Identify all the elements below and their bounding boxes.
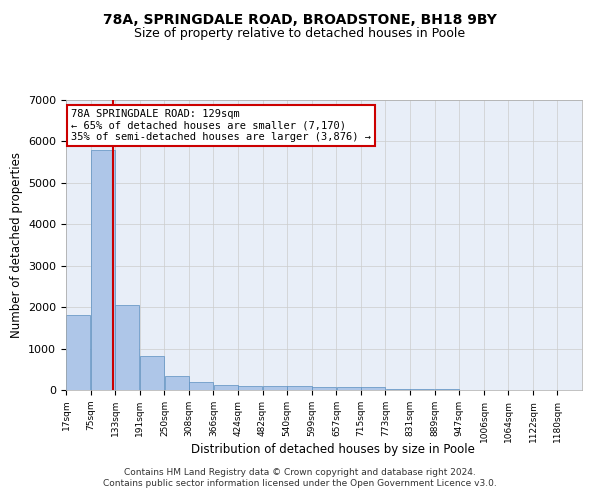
Text: 78A, SPRINGDALE ROAD, BROADSTONE, BH18 9BY: 78A, SPRINGDALE ROAD, BROADSTONE, BH18 9… bbox=[103, 12, 497, 26]
Bar bbox=[361, 388, 385, 390]
Bar bbox=[337, 387, 361, 390]
Y-axis label: Number of detached properties: Number of detached properties bbox=[10, 152, 23, 338]
Text: Size of property relative to detached houses in Poole: Size of property relative to detached ho… bbox=[134, 28, 466, 40]
Text: Distribution of detached houses by size in Poole: Distribution of detached houses by size … bbox=[191, 442, 475, 456]
Bar bbox=[312, 386, 337, 390]
Bar bbox=[164, 376, 189, 390]
Bar bbox=[115, 305, 139, 390]
Bar bbox=[263, 386, 287, 390]
Text: Contains HM Land Registry data © Crown copyright and database right 2024.
Contai: Contains HM Land Registry data © Crown c… bbox=[103, 468, 497, 487]
Bar bbox=[91, 150, 115, 390]
Bar bbox=[287, 386, 312, 390]
Bar bbox=[238, 386, 262, 390]
Text: 78A SPRINGDALE ROAD: 129sqm
← 65% of detached houses are smaller (7,170)
35% of : 78A SPRINGDALE ROAD: 129sqm ← 65% of det… bbox=[71, 108, 371, 142]
Bar bbox=[66, 316, 91, 390]
Bar bbox=[410, 389, 434, 390]
Bar bbox=[214, 385, 238, 390]
Bar bbox=[386, 389, 410, 390]
Bar bbox=[140, 356, 164, 390]
Bar bbox=[189, 382, 214, 390]
